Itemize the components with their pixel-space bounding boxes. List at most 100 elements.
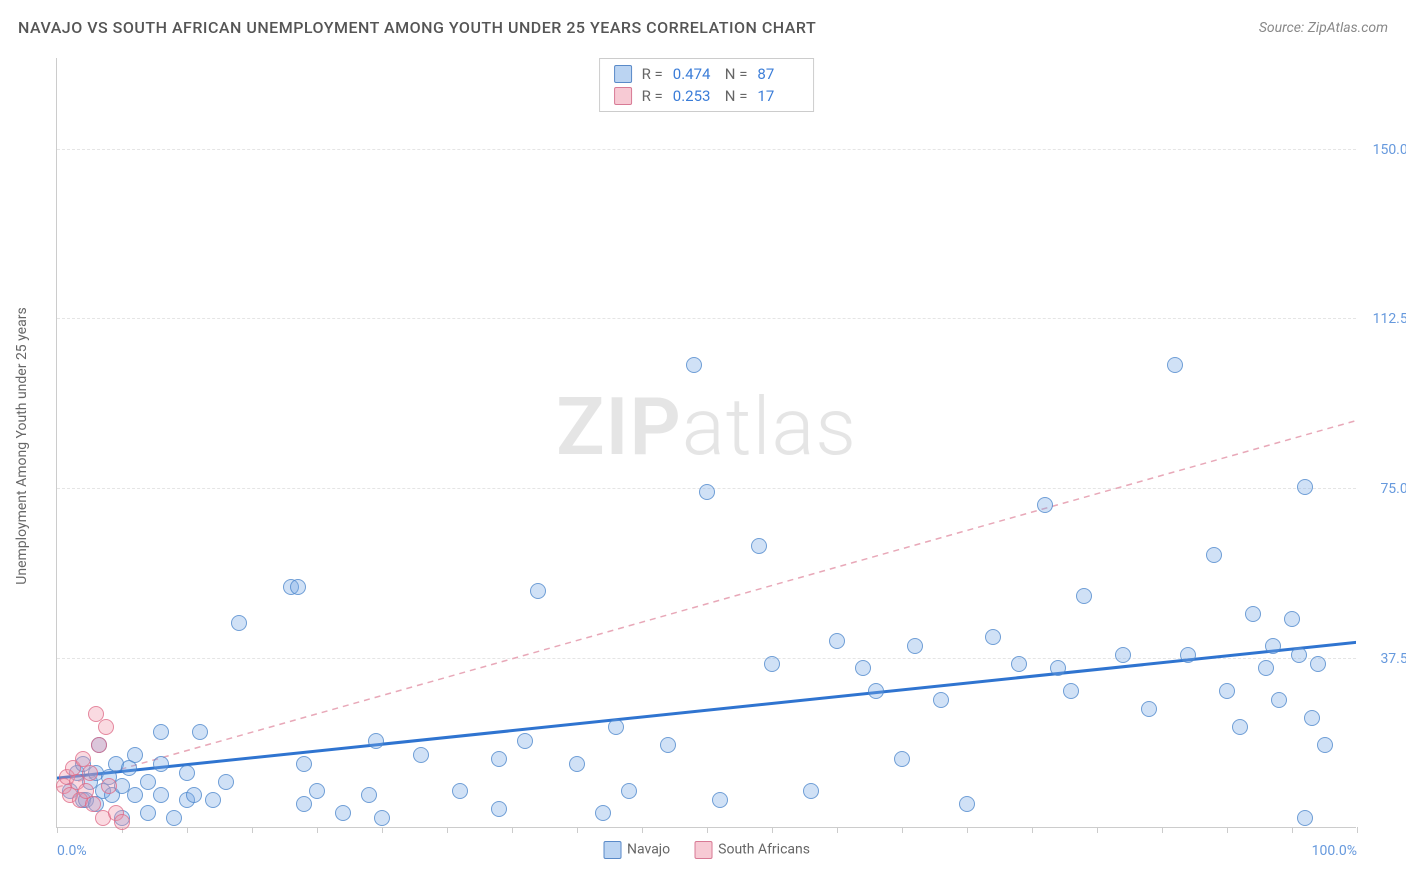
scatter-point-navajo (1219, 683, 1235, 699)
scatter-point-navajo (491, 751, 507, 767)
stats-n-value-sa: 17 (757, 87, 799, 105)
x-tick (967, 827, 968, 833)
scatter-point-navajo (231, 615, 247, 631)
scatter-point-navajo (660, 737, 676, 753)
legend-label-sa: South Africans (718, 842, 810, 858)
x-tick (1032, 827, 1033, 833)
y-tick-label: 112.5% (1362, 311, 1406, 327)
scatter-point-navajo (686, 357, 702, 373)
scatter-point-navajo (608, 719, 624, 735)
scatter-point-navajo (894, 751, 910, 767)
scatter-point-navajo (569, 756, 585, 772)
scatter-point-navajo (699, 484, 715, 500)
scatter-point-navajo (803, 783, 819, 799)
x-tick (252, 827, 253, 833)
scatter-point-navajo (1050, 660, 1066, 676)
scatter-point-navajo (153, 724, 169, 740)
scatter-point-navajo (1167, 357, 1183, 373)
x-tick (642, 827, 643, 833)
scatter-point-navajo (907, 638, 923, 654)
stats-r-value-sa: 0.253 (673, 87, 715, 105)
scatter-point-navajo (1310, 656, 1326, 672)
x-tick (382, 827, 383, 833)
legend-item-navajo: Navajo (603, 841, 670, 859)
y-tick-label: 37.5% (1362, 651, 1406, 667)
x-tick (1097, 827, 1098, 833)
scatter-point-navajo (868, 683, 884, 699)
x-tick (577, 827, 578, 833)
scatter-point-navajo (192, 724, 208, 740)
watermark: ZIPatlas (556, 380, 857, 474)
scatter-point-navajo (712, 792, 728, 808)
scatter-point-navajo (621, 783, 637, 799)
x-tick (837, 827, 838, 833)
scatter-point-navajo (1297, 479, 1313, 495)
chart-title: NAVAJO VS SOUTH AFRICAN UNEMPLOYMENT AMO… (18, 18, 816, 37)
scatter-point-sa (98, 719, 114, 735)
scatter-point-navajo (179, 765, 195, 781)
scatter-point-navajo (764, 656, 780, 672)
x-tick (1162, 827, 1163, 833)
scatter-point-navajo (153, 756, 169, 772)
scatter-point-navajo (829, 633, 845, 649)
scatter-point-navajo (491, 801, 507, 817)
scatter-point-navajo (595, 805, 611, 821)
x-tick (1357, 827, 1358, 833)
scatter-point-navajo (1271, 692, 1287, 708)
x-tick (707, 827, 708, 833)
stats-row-navajo: R = 0.474 N = 87 (600, 63, 814, 85)
scatter-point-navajo (1115, 647, 1131, 663)
scatter-point-navajo (1265, 638, 1281, 654)
scatter-point-navajo (218, 774, 234, 790)
scatter-point-navajo (985, 629, 1001, 645)
scatter-point-navajo (186, 787, 202, 803)
x-tick-label: 0.0% (57, 843, 87, 859)
scatter-point-sa (82, 765, 98, 781)
scatter-point-navajo (361, 787, 377, 803)
scatter-point-navajo (296, 796, 312, 812)
scatter-point-navajo (374, 810, 390, 826)
scatter-point-navajo (140, 805, 156, 821)
scatter-point-navajo (1304, 710, 1320, 726)
scatter-point-navajo (1297, 810, 1313, 826)
x-tick (57, 827, 58, 833)
stats-r-value-navajo: 0.474 (673, 65, 715, 83)
x-tick (1227, 827, 1228, 833)
chart-source: Source: ZipAtlas.com (1259, 20, 1388, 36)
scatter-point-navajo (1258, 660, 1274, 676)
scatter-point-navajo (1180, 647, 1196, 663)
scatter-point-navajo (127, 787, 143, 803)
y-tick-label: 75.0% (1362, 481, 1406, 497)
y-axis-title: Unemployment Among Youth under 25 years (14, 307, 30, 584)
legend-swatch-navajo (603, 841, 621, 859)
x-tick-label: 100.0% (1312, 843, 1357, 859)
trend-line-navajo (57, 642, 1356, 778)
scatter-point-navajo (517, 733, 533, 749)
watermark-light: atlas (682, 380, 857, 474)
scatter-point-navajo (1245, 606, 1261, 622)
x-tick (512, 827, 513, 833)
scatter-point-navajo (1317, 737, 1333, 753)
scatter-point-navajo (933, 692, 949, 708)
scatter-point-navajo (296, 756, 312, 772)
scatter-point-navajo (1037, 497, 1053, 513)
stats-swatch-navajo (614, 65, 632, 83)
gridline-h: 37.5% (57, 658, 1356, 659)
scatter-point-navajo (413, 747, 429, 763)
scatter-point-navajo (205, 792, 221, 808)
scatter-point-navajo (1063, 683, 1079, 699)
scatter-point-navajo (368, 733, 384, 749)
gridline-h: 150.0% (57, 149, 1356, 150)
x-tick (1292, 827, 1293, 833)
scatter-point-navajo (959, 796, 975, 812)
scatter-point-navajo (153, 787, 169, 803)
scatter-point-navajo (1141, 701, 1157, 717)
legend-item-sa: South Africans (694, 841, 810, 859)
chart-header: NAVAJO VS SOUTH AFRICAN UNEMPLOYMENT AMO… (18, 18, 1388, 37)
scatter-point-navajo (1011, 656, 1027, 672)
stats-n-label: N = (725, 65, 748, 83)
x-axis-legend: Navajo South Africans (603, 841, 810, 859)
scatter-point-navajo (290, 579, 306, 595)
stats-r-label: R = (642, 87, 663, 105)
scatter-point-navajo (1284, 611, 1300, 627)
